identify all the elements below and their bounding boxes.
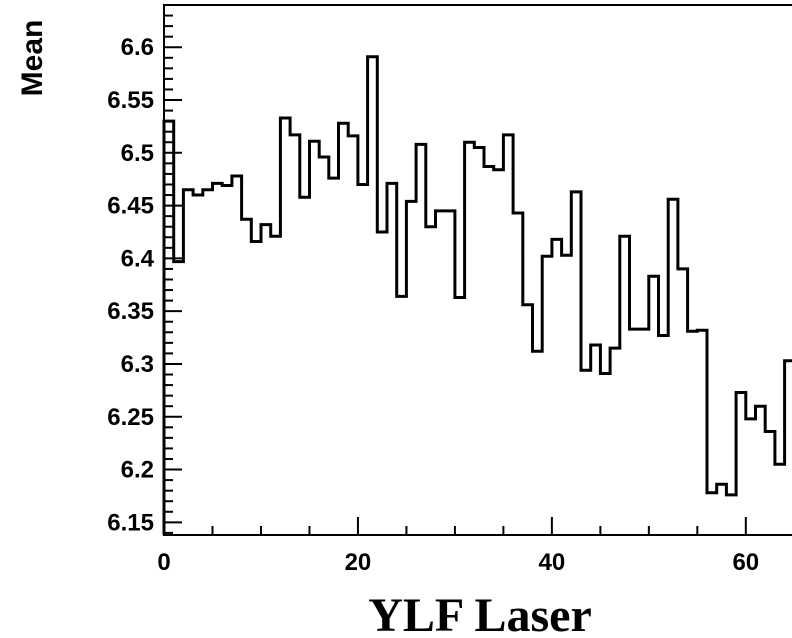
plot-frame (163, 4, 792, 536)
y-tick-label: 6.15 (107, 509, 154, 536)
x-tick-label: 40 (539, 549, 566, 576)
y-axis-title: Mean (16, 20, 49, 97)
x-tick-label: 20 (345, 549, 372, 576)
y-tick-label: 6.2 (121, 457, 154, 484)
x-axis-ticks: 0 20 40 60 (157, 517, 759, 576)
x-axis-title: YLF Laser (368, 589, 592, 638)
y-tick-label: 6.5 (121, 140, 154, 167)
x-tick-label: 0 (157, 549, 170, 576)
x-tick-label: 60 (732, 549, 759, 576)
y-tick-label: 6.35 (107, 298, 154, 325)
y-axis-ticks: 6.15 6.2 6.25 6.3 6.35 6.4 6.45 6.5 6.55 6.6 (107, 4, 182, 536)
series-line (162, 55, 792, 535)
y-tick-label: 6.3 (121, 351, 154, 378)
y-tick-label: 6.4 (121, 245, 155, 272)
y-tick-label: 6.6 (121, 34, 154, 61)
y-tick-label: 6.55 (107, 87, 154, 114)
y-tick-label: 6.45 (107, 193, 154, 220)
y-tick-label: 6.25 (107, 404, 154, 431)
